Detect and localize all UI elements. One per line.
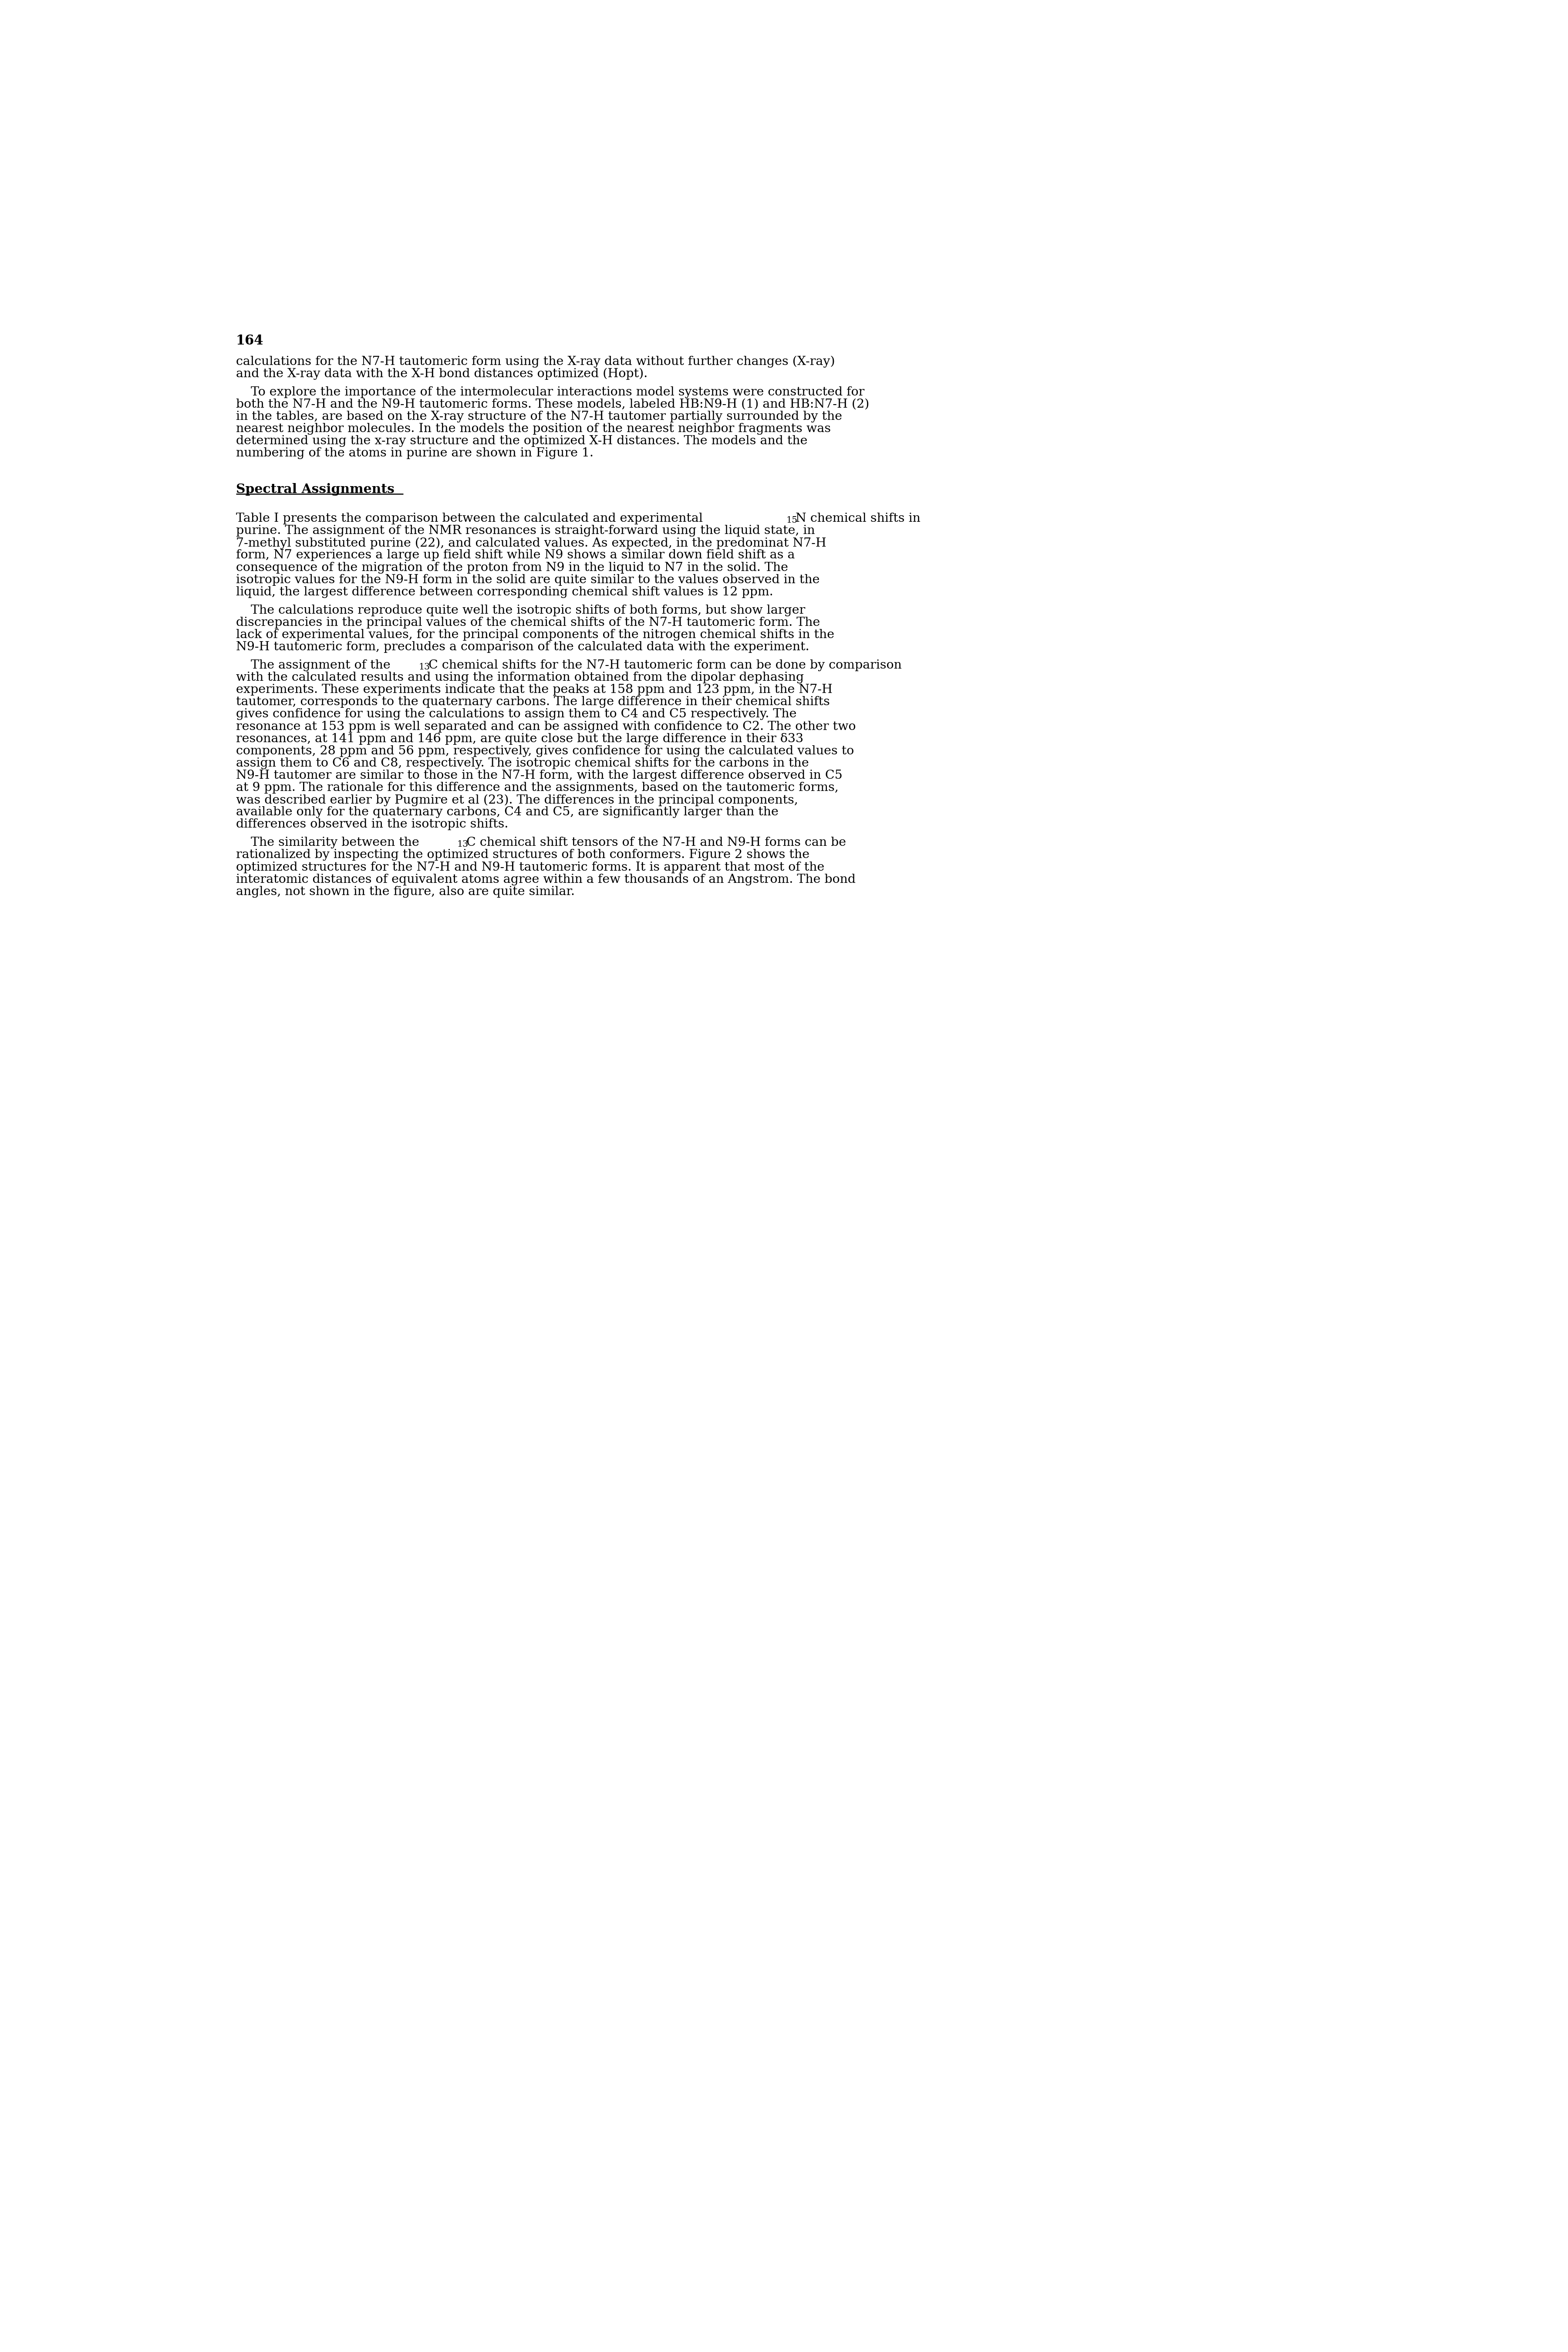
Text: C chemical shifts for the N7-H tautomeric form can be done by comparison: C chemical shifts for the N7-H tautomeri… — [428, 659, 902, 670]
Text: assign them to C6 and C8, respectively. The isotropic chemical shifts for the ca: assign them to C6 and C8, respectively. … — [235, 757, 809, 769]
Text: 13: 13 — [456, 840, 469, 849]
Text: N9-H tautomer are similar to those in the N7-H form, with the largest difference: N9-H tautomer are similar to those in th… — [235, 769, 842, 781]
Text: was described earlier by Pugmire et al (23). The differences in the principal co: was described earlier by Pugmire et al (… — [235, 795, 798, 807]
Text: C chemical shift tensors of the N7-H and N9-H forms can be: C chemical shift tensors of the N7-H and… — [467, 837, 847, 849]
Text: experiments. These experiments indicate that the peaks at 158 ppm and 123 ppm, i: experiments. These experiments indicate … — [235, 684, 833, 696]
Text: tautomer, corresponds to the quaternary carbons. The large difference in their c: tautomer, corresponds to the quaternary … — [235, 696, 829, 708]
Text: The assignment of the: The assignment of the — [251, 659, 394, 670]
Text: 164: 164 — [235, 334, 263, 348]
Text: numbering of the atoms in purine are shown in Figure 1.: numbering of the atoms in purine are sho… — [235, 447, 593, 459]
Text: available only for the quaternary carbons, C4 and C5, are significantly larger t: available only for the quaternary carbon… — [235, 807, 778, 818]
Text: N chemical shifts in: N chemical shifts in — [795, 513, 920, 524]
Text: angles, not shown in the figure, also are quite similar.: angles, not shown in the figure, also ar… — [235, 887, 574, 898]
Text: discrepancies in the principal values of the chemical shifts of the N7-H tautome: discrepancies in the principal values of… — [235, 616, 820, 628]
Text: 13: 13 — [419, 663, 430, 670]
Text: form, N7 experiences a large up field shift while N9 shows a similar down field : form, N7 experiences a large up field sh… — [235, 550, 795, 562]
Text: To explore the importance of the intermolecular interactions model systems were : To explore the importance of the intermo… — [251, 386, 864, 397]
Text: with the calculated results and using the information obtained from the dipolar : with the calculated results and using th… — [235, 673, 804, 684]
Text: in the tables, are based on the X-ray structure of the N7-H tautomer partially s: in the tables, are based on the X-ray st… — [235, 412, 842, 423]
Text: isotropic values for the N9-H form in the solid are quite similar to the values : isotropic values for the N9-H form in th… — [235, 574, 820, 586]
Text: N9-H tautomeric form, precludes a comparison of the calculated data with the exp: N9-H tautomeric form, precludes a compar… — [235, 642, 809, 654]
Text: both the N7-H and the N9-H tautomeric forms. These models, labeled HB:N9-H (1) a: both the N7-H and the N9-H tautomeric fo… — [235, 397, 869, 409]
Text: gives confidence for using the calculations to assign them to C4 and C5 respecti: gives confidence for using the calculati… — [235, 708, 797, 720]
Text: and the X-ray data with the X-H bond distances optimized (Hopt).: and the X-ray data with the X-H bond dis… — [235, 367, 648, 379]
Text: lack of experimental values, for the principal components of the nitrogen chemic: lack of experimental values, for the pri… — [235, 628, 834, 640]
Text: The calculations reproduce quite well the isotropic shifts of both forms, but sh: The calculations reproduce quite well th… — [251, 604, 804, 616]
Text: Table I presents the comparison between the calculated and experimental: Table I presents the comparison between … — [235, 513, 707, 524]
Text: components, 28 ppm and 56 ppm, respectively, gives confidence for using the calc: components, 28 ppm and 56 ppm, respectiv… — [235, 746, 855, 757]
Text: determined using the x-ray structure and the optimized X-H distances. The models: determined using the x-ray structure and… — [235, 435, 808, 447]
Text: resonances, at 141 ppm and 146 ppm, are quite close but the large difference in : resonances, at 141 ppm and 146 ppm, are … — [235, 734, 803, 746]
Text: optimized structures for the N7-H and N9-H tautomeric forms. It is apparent that: optimized structures for the N7-H and N9… — [235, 861, 825, 873]
Text: interatomic distances of equivalent atoms agree within a few thousands of an Ang: interatomic distances of equivalent atom… — [235, 873, 856, 884]
Text: 7-methyl substituted purine (22), and calculated values. As expected, in the pre: 7-methyl substituted purine (22), and ca… — [235, 536, 826, 548]
Text: rationalized by inspecting the optimized structures of both conformers. Figure 2: rationalized by inspecting the optimized… — [235, 849, 809, 861]
Text: nearest neighbor molecules. In the models the position of the nearest neighbor f: nearest neighbor molecules. In the model… — [235, 423, 831, 435]
Text: Spectral Assignments: Spectral Assignments — [235, 482, 394, 496]
Text: at 9 ppm. The rationale for this difference and the assignments, based on the ta: at 9 ppm. The rationale for this differe… — [235, 781, 839, 793]
Text: purine. The assignment of the NMR resonances is straight-forward using the liqui: purine. The assignment of the NMR resona… — [235, 524, 815, 536]
Text: The similarity between the: The similarity between the — [251, 837, 423, 849]
Text: differences observed in the isotropic shifts.: differences observed in the isotropic sh… — [235, 818, 508, 830]
Text: 15: 15 — [786, 515, 798, 524]
Text: consequence of the migration of the proton from N9 in the liquid to N7 in the so: consequence of the migration of the prot… — [235, 562, 789, 574]
Text: resonance at 153 ppm is well separated and can be assigned with confidence to C2: resonance at 153 ppm is well separated a… — [235, 720, 856, 731]
Text: calculations for the N7-H tautomeric form using the X-ray data without further c: calculations for the N7-H tautomeric for… — [235, 355, 834, 367]
Text: liquid, the largest difference between corresponding chemical shift values is 12: liquid, the largest difference between c… — [235, 586, 773, 597]
